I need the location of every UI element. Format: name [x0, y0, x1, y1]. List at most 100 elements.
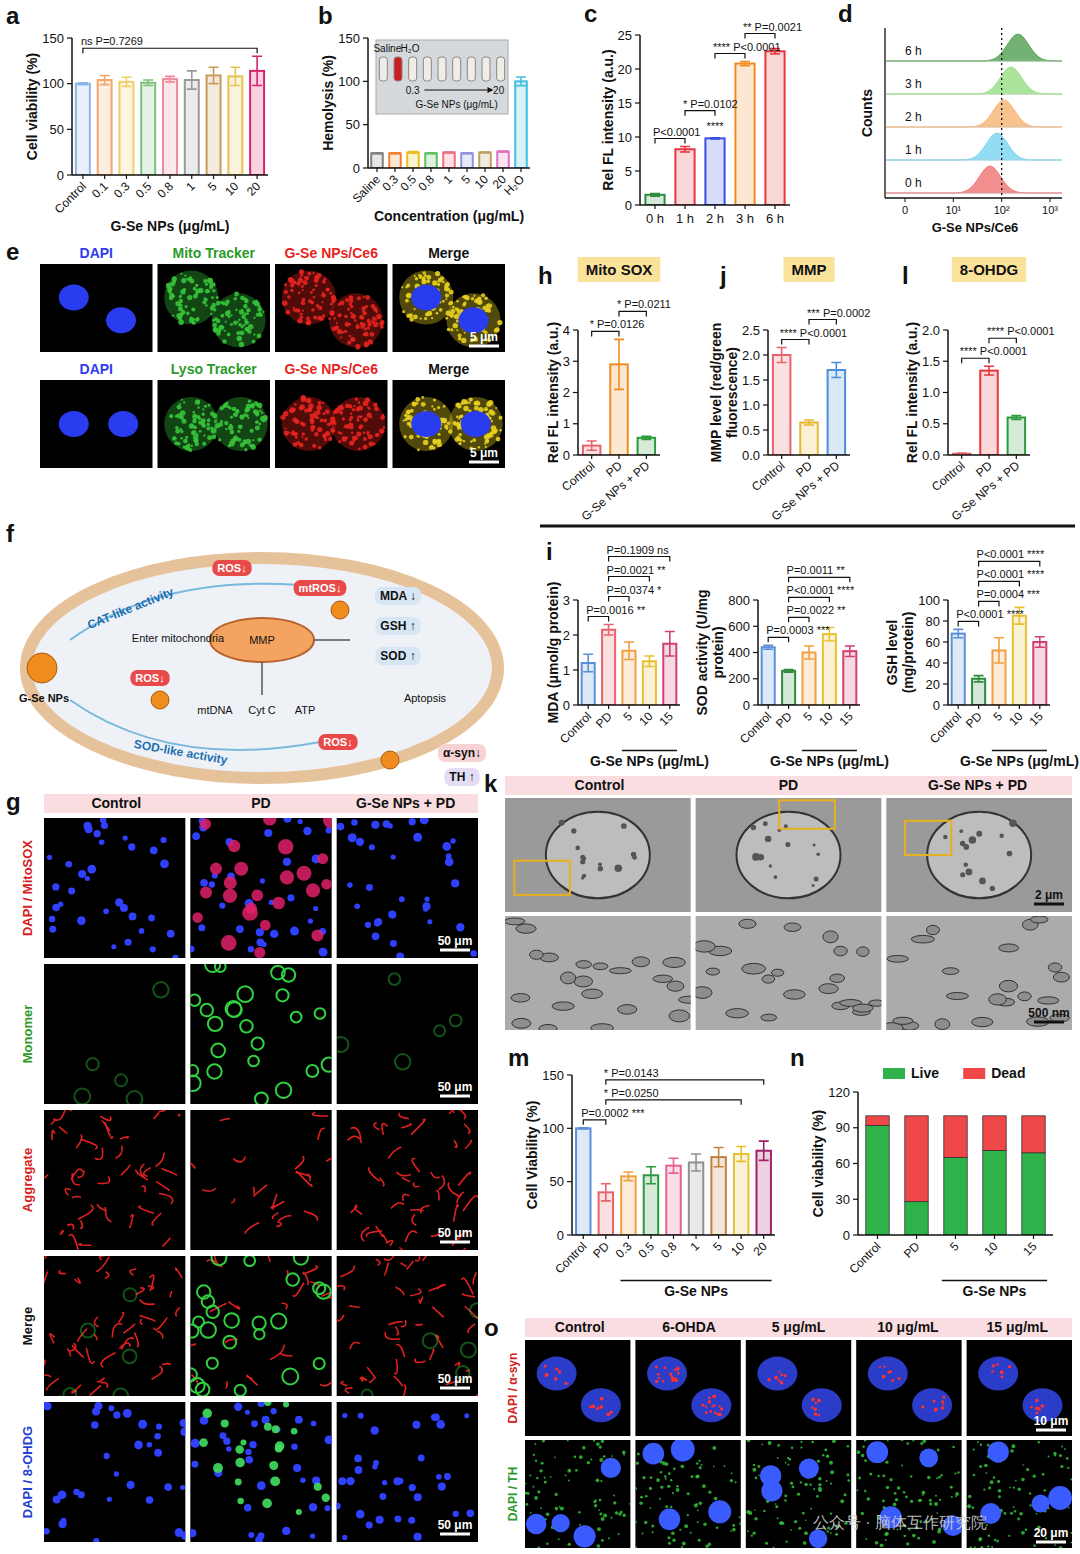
image-content: [347, 1110, 478, 1250]
bar: [711, 1157, 725, 1235]
speckle: [434, 283, 436, 285]
speckle: [322, 280, 325, 283]
error-bar: [165, 76, 175, 81]
speckle: [438, 433, 441, 436]
speckle: [363, 437, 367, 441]
x-tick: [763, 1235, 764, 1239]
speckle: [248, 324, 253, 329]
speckle: [195, 284, 198, 287]
network: [159, 1194, 173, 1204]
bar: [944, 1116, 967, 1158]
speckle: [207, 278, 213, 284]
network: [96, 1257, 109, 1272]
speckle: [399, 896, 405, 902]
speckle: [295, 436, 298, 439]
row-label: 1 h: [905, 143, 922, 157]
speckle: [292, 407, 296, 411]
panel-letter: a: [6, 2, 20, 29]
y-tick-label: 20: [926, 677, 940, 692]
panel-letter: c: [584, 0, 597, 27]
speckle: [231, 438, 236, 443]
speckle: [87, 865, 96, 874]
speckle: [455, 307, 457, 309]
network: [86, 1348, 94, 1364]
text: G-Se NPs (μg/mL): [415, 99, 497, 110]
speckle: [214, 426, 217, 429]
speckle: [260, 920, 271, 931]
speckle: [363, 444, 368, 449]
network: [402, 1178, 410, 1182]
speckle: [470, 950, 477, 957]
annotation: * P=0.0126: [590, 318, 645, 330]
y-axis-title: Cell Viability (%): [524, 1101, 540, 1210]
speckle: [307, 272, 311, 276]
speckle: [422, 271, 425, 274]
x-tick-label: G-Se NPs + PD: [769, 458, 843, 523]
image: [337, 964, 478, 1104]
network: [134, 1332, 138, 1346]
speckle: [413, 315, 418, 320]
network: [100, 1256, 105, 1260]
speckle: [325, 1436, 332, 1445]
speckle: [350, 337, 355, 342]
y-axis-title: Rel FL intensity (a.u.): [904, 322, 920, 463]
network: [304, 1211, 318, 1221]
speckle: [270, 930, 278, 938]
speckle: [323, 818, 332, 828]
network: [415, 1324, 422, 1325]
speckle: [210, 313, 212, 315]
x-tick: [961, 455, 962, 459]
speckle: [373, 403, 377, 407]
network: [271, 1201, 284, 1208]
network: [327, 1152, 332, 1161]
speckle: [326, 288, 329, 291]
x-tick-label: 0.5: [133, 179, 155, 201]
error-bar: [974, 676, 984, 682]
speckle: [404, 414, 407, 417]
row-label: DAPI / 8-OHDG: [20, 1426, 35, 1518]
speckle: [251, 445, 256, 450]
row-label: Merge: [20, 1307, 35, 1345]
annotation: ns P=0.7269: [81, 35, 143, 47]
error-bar: [740, 62, 750, 66]
speckle: [452, 421, 456, 425]
bar: [163, 79, 177, 175]
speckle: [197, 400, 200, 403]
error-bar: [669, 1158, 679, 1173]
speckle: [77, 916, 86, 925]
speckle: [300, 316, 304, 320]
network: [157, 1331, 163, 1339]
error-bar: [646, 1167, 656, 1184]
speckle: [435, 271, 440, 276]
speckle: [310, 1533, 315, 1538]
speckle: [456, 300, 459, 303]
speckle: [154, 1433, 161, 1440]
histogram: [886, 100, 1062, 127]
speckle: [375, 918, 383, 926]
network: [295, 1156, 304, 1169]
speckle: [263, 818, 276, 826]
speckle: [189, 318, 194, 323]
network: [462, 1294, 475, 1297]
speckle: [241, 315, 245, 319]
speckle: [239, 309, 244, 314]
speckle: [283, 818, 291, 823]
x-axis-title: G-Se NPs (μg/mL): [770, 753, 889, 769]
x-tick: [628, 1235, 629, 1239]
annotation: P=0.0022 **: [787, 604, 847, 616]
speckle: [452, 306, 455, 309]
cell: [254, 1329, 264, 1339]
arrow: [424, 89, 487, 90]
speckle: [235, 309, 237, 311]
speckle: [363, 417, 368, 422]
speckle: [52, 904, 59, 911]
speckle: [182, 419, 187, 424]
speckle: [285, 310, 290, 315]
speckle: [170, 281, 175, 286]
cell: [395, 1054, 410, 1069]
network: [349, 1306, 359, 1307]
network: [395, 1326, 398, 1334]
bracket: [588, 617, 608, 622]
x-tick: [191, 175, 192, 179]
speckle: [228, 444, 231, 447]
